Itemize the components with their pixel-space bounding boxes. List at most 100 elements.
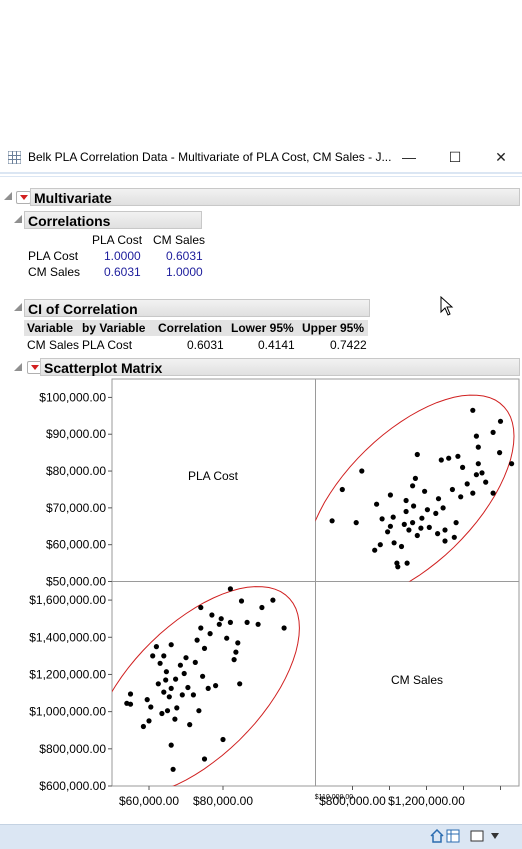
scatter-point: [218, 616, 224, 622]
scatter-point: [216, 621, 222, 627]
scatter-point: [200, 673, 206, 679]
corr-value: 0.6031: [166, 249, 203, 263]
scatter-point: [146, 718, 152, 724]
scatter-point: [479, 470, 485, 476]
scatterplot-matrix[interactable]: PLA Cost CM Sales $100,000.00 $90,000.00 $…: [0, 370, 522, 820]
x-tick-label: $80,000.00: [193, 794, 253, 808]
density-ellipse: [112, 586, 300, 786]
red-triangle-menu-icon[interactable]: [16, 191, 31, 204]
multivariate-header: Multivariate: [30, 188, 520, 206]
scatter-point: [435, 496, 442, 502]
home-icon[interactable]: [430, 829, 444, 843]
scatter-point: [438, 457, 444, 463]
scatter-point: [458, 494, 464, 500]
scatter-point: [227, 586, 233, 592]
x-tick-label: $1,200,000.00: [388, 794, 465, 808]
scatter-point: [401, 521, 407, 528]
scatter-point: [140, 723, 146, 730]
scatter-point: [391, 540, 397, 546]
scatter-point: [198, 625, 204, 631]
scatter-point: [339, 486, 345, 493]
ci-cell: PLA Cost: [82, 338, 133, 352]
scatter-point: [237, 681, 243, 687]
scatter-point: [433, 510, 439, 516]
y-tick-label: $1,200,000.00: [29, 667, 106, 681]
scatter-point: [227, 619, 233, 626]
scatter-point: [410, 483, 416, 489]
scatter-point: [411, 503, 417, 509]
disclosure-multivariate-icon[interactable]: [4, 192, 12, 200]
disclosure-ci-icon[interactable]: [14, 303, 22, 311]
scatter-point: [166, 694, 172, 700]
scatter-point: [220, 736, 226, 743]
scatter-point: [374, 501, 380, 507]
scatter-point: [148, 704, 154, 710]
scatter-point: [460, 464, 466, 470]
scatter-point: [410, 520, 416, 526]
jmp-grid-icon: [8, 151, 21, 164]
scatter-point: [406, 527, 412, 533]
y-tick-label: $80,000.00: [46, 464, 106, 478]
window-titlebar: Belk PLA Correlation Data - Multivariate…: [0, 142, 522, 172]
scatter-point: [403, 508, 409, 515]
corr-col-header: CM Sales: [153, 233, 206, 247]
scatterplot-header: Scatterplot Matrix: [40, 358, 520, 376]
maximize-button[interactable]: ☐: [448, 149, 462, 165]
scatter-point: [168, 642, 174, 648]
scatter-point: [187, 722, 193, 728]
scatter-point: [170, 766, 176, 772]
scatter-point: [387, 492, 393, 498]
window-list-icon[interactable]: [470, 829, 484, 843]
scatter-point: [168, 685, 174, 692]
scatter-point: [181, 670, 187, 677]
scatter-point: [419, 515, 425, 521]
scatter-point: [201, 756, 208, 762]
close-button[interactable]: ✕: [495, 149, 507, 165]
scatter-point: [435, 531, 441, 537]
scatter-point: [183, 655, 189, 661]
correlations-title: Correlations: [28, 213, 111, 229]
disclosure-scatter-icon[interactable]: [14, 363, 22, 371]
scatter-point: [414, 451, 420, 458]
disclosure-correlations-icon[interactable]: [14, 215, 22, 223]
y-tick-label: $60,000.00: [46, 538, 106, 552]
ci-col-header: Correlation: [158, 321, 223, 335]
scatter-point: [127, 691, 134, 697]
scatter-point: [464, 481, 470, 487]
scatter-point: [394, 560, 400, 566]
scatter-point: [390, 514, 396, 520]
scatter-point: [168, 742, 174, 748]
window-title: Belk PLA Correlation Data - Multivariate…: [28, 150, 392, 164]
scatter-point: [207, 631, 213, 637]
scatter-point: [174, 705, 180, 711]
scatter-point: [442, 527, 448, 533]
scatter-point: [412, 475, 418, 481]
scatter-point: [190, 692, 196, 698]
scatter-point: [231, 657, 237, 663]
scatter-point: [185, 684, 191, 691]
y-tick-label: $100,000.00: [39, 390, 106, 404]
status-bar: [0, 824, 522, 849]
scatter-point: [509, 461, 515, 467]
scatter-point: [497, 450, 503, 456]
scatter-point: [470, 407, 476, 413]
red-triangle-menu-icon[interactable]: [27, 361, 42, 374]
scatter-point: [155, 681, 161, 687]
scatter-point: [490, 429, 496, 435]
ci-cell: 0.4141: [258, 338, 295, 352]
scatter-point: [404, 560, 410, 566]
scatter-point: [150, 653, 156, 659]
scatter-point: [163, 669, 169, 675]
scatter-point: [418, 525, 424, 531]
dropdown-arrow-icon[interactable]: [490, 832, 500, 840]
scatter-point: [161, 689, 167, 695]
scatter-point: [159, 710, 165, 717]
scatter-point: [224, 635, 230, 641]
minimize-button[interactable]: —: [402, 149, 416, 165]
scatter-point: [372, 547, 378, 553]
scatter-point: [163, 677, 169, 683]
y-tick-label: $70,000.00: [46, 501, 106, 515]
data-table-icon[interactable]: [446, 829, 460, 843]
x-tick-label: $60,000.00: [119, 794, 179, 808]
scatter-point: [387, 523, 393, 529]
